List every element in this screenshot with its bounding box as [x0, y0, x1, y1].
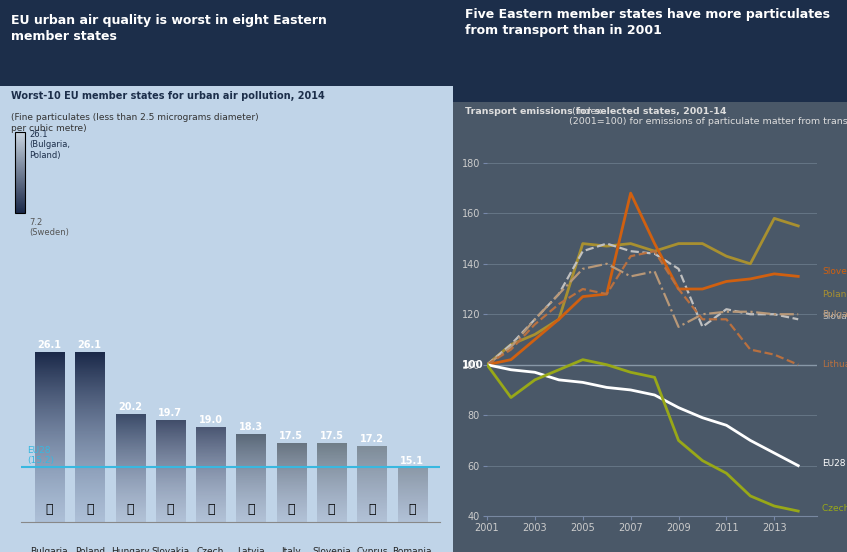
Text: 🚚: 🚚 — [86, 503, 93, 516]
Text: 🚚: 🚚 — [167, 503, 174, 516]
Text: 20.2: 20.2 — [118, 402, 142, 412]
Text: Slovakia: Slovakia — [822, 312, 847, 321]
Text: EU28: EU28 — [822, 459, 845, 468]
Text: 🚚: 🚚 — [287, 503, 295, 516]
Text: EU urban air quality is worst in eight Eastern
member states: EU urban air quality is worst in eight E… — [11, 14, 327, 43]
Text: Slovenia: Slovenia — [822, 267, 847, 276]
Bar — [0, 0, 453, 86]
Text: 🚚: 🚚 — [408, 503, 416, 516]
Text: 🚚: 🚚 — [247, 503, 255, 516]
Text: 26.1: 26.1 — [78, 340, 102, 351]
Text: 🚚: 🚚 — [207, 503, 214, 516]
Text: 🚚: 🚚 — [328, 503, 335, 516]
Text: Worst-10 EU member states for urban air pollution, 2014: Worst-10 EU member states for urban air … — [11, 91, 325, 101]
Text: 17.5: 17.5 — [280, 431, 303, 440]
Text: 26.1
(Bulgaria,
Poland): 26.1 (Bulgaria, Poland) — [30, 130, 70, 160]
Bar — [453, 0, 847, 102]
Text: Lithuania: Lithuania — [822, 360, 847, 369]
Text: 17.5: 17.5 — [319, 431, 344, 440]
Text: 17.2: 17.2 — [360, 434, 384, 444]
Text: 🚚: 🚚 — [46, 503, 53, 516]
Text: Transport emissions for selected states, 2001-14: Transport emissions for selected states,… — [465, 107, 727, 116]
Text: 18.3: 18.3 — [239, 422, 263, 432]
Text: Five Eastern member states have more particulates
from transport than in 2001: Five Eastern member states have more par… — [465, 8, 830, 38]
Text: 7.2
(Sweden): 7.2 (Sweden) — [30, 218, 69, 237]
Text: 100: 100 — [462, 360, 484, 370]
Text: 🚚: 🚚 — [368, 503, 376, 516]
Text: 15.1: 15.1 — [401, 456, 424, 466]
Text: 🚚: 🚚 — [126, 503, 134, 516]
Text: Czech Republic: Czech Republic — [822, 504, 847, 513]
Text: (Index
(2001=100) for emissions of particulate matter from transport): (Index (2001=100) for emissions of parti… — [569, 107, 847, 126]
Text: Bulgaria: Bulgaria — [822, 310, 847, 319]
Text: 19.7: 19.7 — [158, 407, 182, 417]
Text: (Fine particulates (less than 2.5 micrograms diameter)
per cubic metre): (Fine particulates (less than 2.5 microg… — [11, 113, 259, 132]
Text: 26.1: 26.1 — [37, 340, 61, 351]
Bar — [453, 102, 847, 552]
Text: Poland: Poland — [822, 290, 847, 299]
Text: 19.0: 19.0 — [199, 415, 223, 425]
Text: EU28
(15.2): EU28 (15.2) — [27, 446, 54, 465]
